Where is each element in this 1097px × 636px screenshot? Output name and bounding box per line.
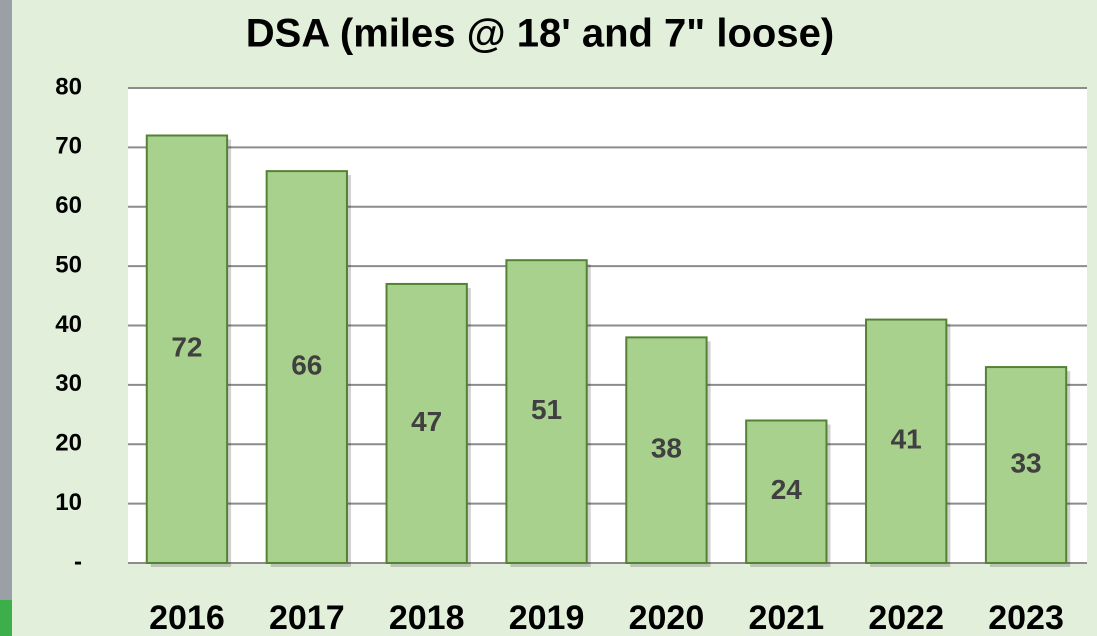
chart-title: DSA (miles @ 18' and 7" loose): [246, 12, 834, 56]
y-tick-label: 10: [55, 489, 82, 516]
y-tick-label: 60: [55, 192, 82, 219]
value-label: 72: [171, 332, 202, 363]
value-label: 51: [531, 394, 562, 425]
y-tick-label: 40: [55, 311, 82, 338]
value-label: 33: [1010, 447, 1041, 478]
value-label: 66: [291, 349, 322, 380]
x-tick-label: 2016: [149, 599, 225, 636]
y-tick-label: 30: [55, 370, 82, 397]
bar: [385, 282, 468, 564]
x-tick-label: 2022: [868, 599, 944, 636]
y-tick-label: 50: [55, 251, 82, 278]
y-tick-label: -: [74, 548, 82, 575]
bar: [984, 366, 1068, 564]
x-tick-label: 2020: [629, 599, 705, 636]
bar: [265, 170, 348, 564]
value-label: 41: [891, 424, 922, 455]
value-label: 38: [651, 433, 682, 464]
bar: [505, 259, 588, 564]
x-tick-label: 2017: [269, 599, 345, 636]
bar: [745, 419, 828, 564]
bar: [625, 336, 708, 564]
x-tick-label: 2019: [509, 599, 585, 636]
bar: [865, 318, 948, 564]
bar: [145, 134, 229, 564]
x-tick-label: 2018: [389, 599, 465, 636]
y-tick-label: 70: [55, 133, 82, 160]
x-tick-label: 2023: [988, 599, 1064, 636]
window-edge-accent: [0, 600, 12, 636]
y-tick-label: 80: [55, 73, 82, 100]
value-label: 47: [411, 406, 442, 437]
value-label: 24: [771, 474, 803, 505]
window-edge: [0, 0, 12, 636]
y-tick-label: 20: [55, 430, 82, 457]
x-tick-label: 2021: [748, 599, 824, 636]
